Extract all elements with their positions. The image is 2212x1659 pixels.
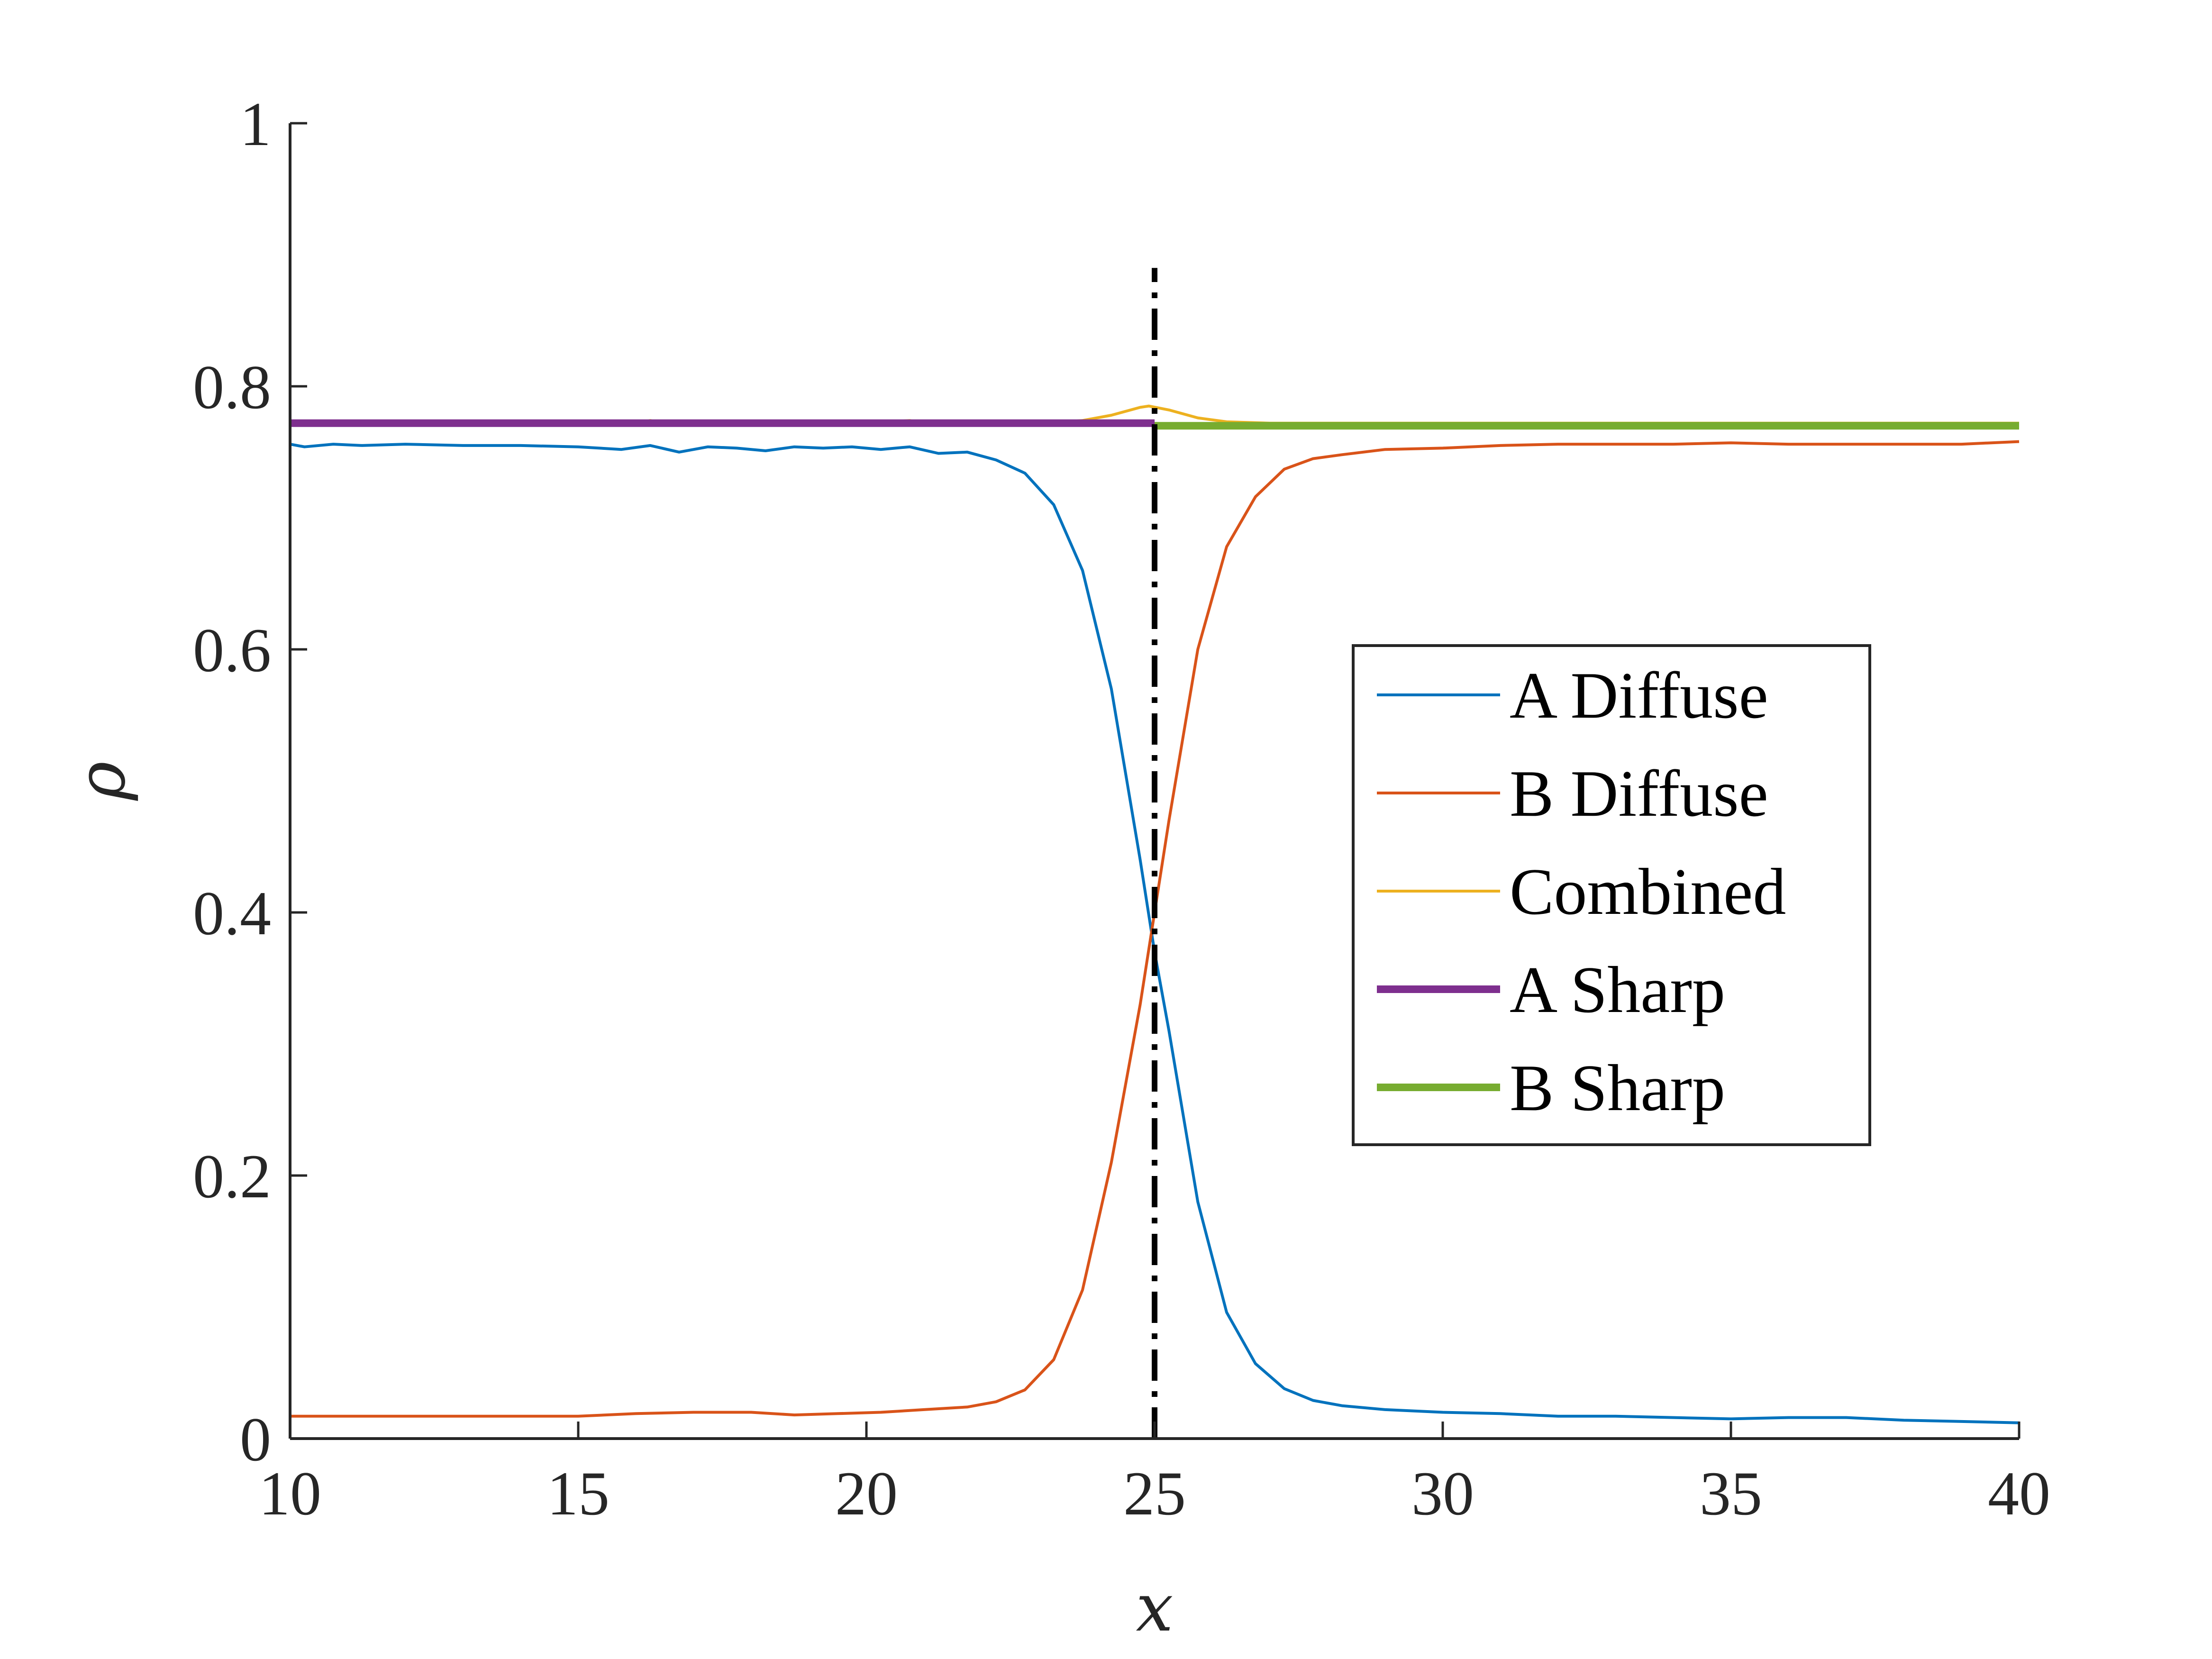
axes-layer: 10 15 20 25 30 35 40 0 0.2 0.4 0.6 0.8 1 — [193, 89, 2050, 1528]
y-axis-label: ρ — [63, 761, 140, 801]
y-tick-label: 0.2 — [193, 1141, 271, 1211]
y-tick-label: 0.4 — [193, 878, 271, 948]
series-line-a-diffuse — [290, 443, 2020, 1424]
series-layer — [290, 268, 2020, 1439]
series-line-b-diffuse — [290, 440, 2020, 1418]
y-tick-label: 0.8 — [193, 352, 271, 422]
x-tick-label: 10 — [259, 1458, 321, 1528]
x-tick-label: 35 — [1700, 1458, 1762, 1528]
legend-label: B Diffuse — [1510, 757, 1768, 830]
x-tick-label: 40 — [1988, 1458, 2050, 1528]
x-tick-label: 20 — [835, 1458, 898, 1528]
x-axis-label: x — [1136, 1569, 1174, 1647]
legend-label: A Diffuse — [1510, 659, 1768, 732]
legend-label: B Sharp — [1510, 1051, 1725, 1125]
x-tick-label: 30 — [1411, 1458, 1474, 1528]
x-tick-label: 15 — [547, 1458, 610, 1528]
x-tick-label: 25 — [1123, 1458, 1186, 1528]
legend: A Diffuse B Diffuse Combined A Sharp B Sharp — [1352, 644, 1871, 1146]
legend-label: Combined — [1510, 855, 1786, 929]
y-tick-label: 0 — [240, 1404, 271, 1474]
y-tick-label: 1 — [240, 89, 271, 159]
y-tick-label: 0.6 — [193, 615, 271, 685]
legend-box — [1352, 644, 1871, 1146]
legend-label: A Sharp — [1510, 953, 1725, 1027]
